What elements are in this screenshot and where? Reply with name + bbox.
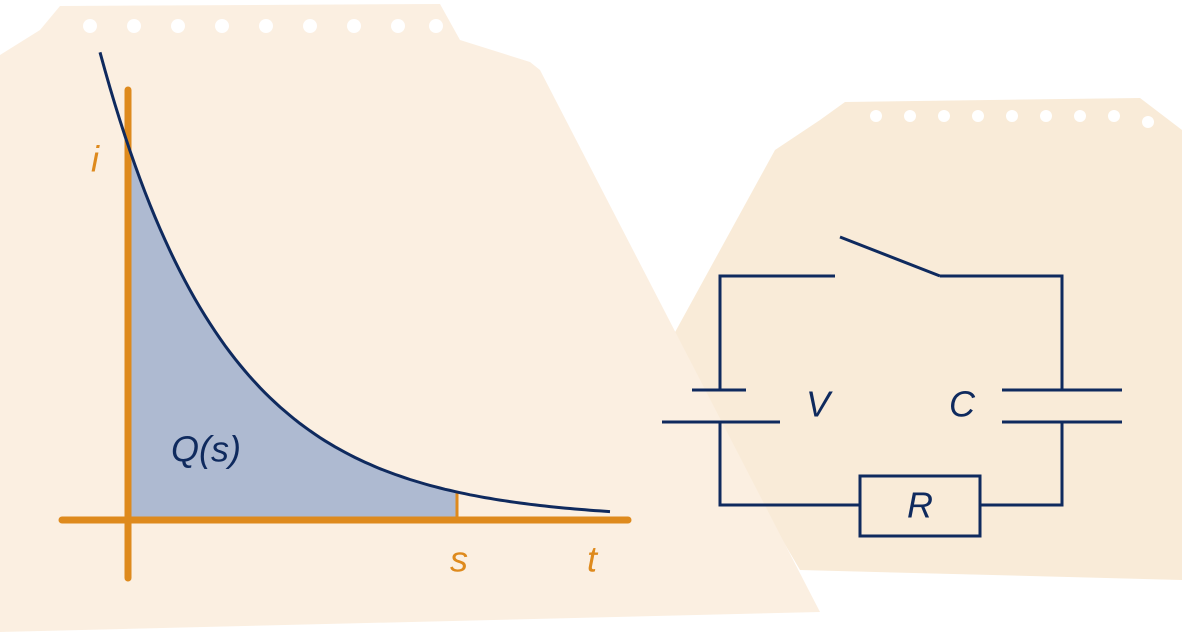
resistor-label: R [907,485,933,526]
x-marker-label: s [450,539,468,580]
shaded-area [128,145,457,520]
area-label: Q(s) [171,429,241,470]
capacitor-label: C [949,384,976,425]
x-axis-label: t [587,539,599,580]
decay-curve [98,51,611,514]
sheet-holes [83,19,443,33]
paper-sheet [668,98,1182,580]
y-axis-label: i [91,139,100,180]
circuit [662,235,1122,538]
battery-label: V [806,384,833,425]
sheet-holes [870,110,1154,128]
